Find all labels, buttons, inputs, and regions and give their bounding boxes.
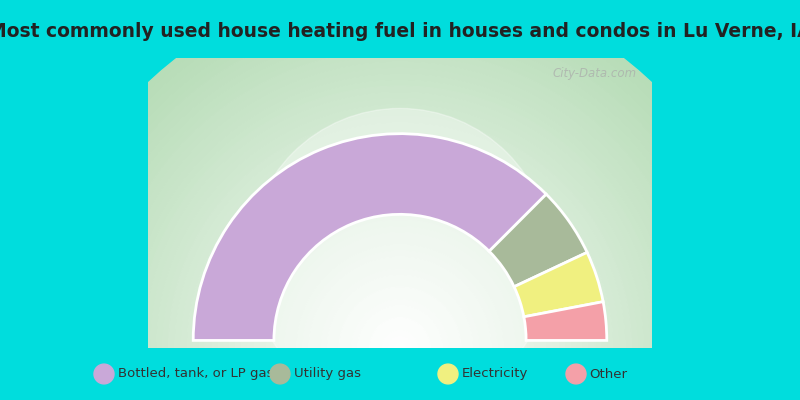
Ellipse shape — [94, 364, 114, 384]
Circle shape — [314, 263, 486, 400]
Circle shape — [296, 244, 504, 400]
Circle shape — [199, 147, 601, 400]
Circle shape — [162, 110, 638, 400]
Circle shape — [77, 25, 723, 400]
Wedge shape — [489, 194, 587, 287]
Circle shape — [174, 122, 626, 400]
Text: Utility gas: Utility gas — [294, 368, 361, 380]
Circle shape — [95, 43, 705, 400]
Circle shape — [217, 165, 583, 400]
Circle shape — [186, 135, 614, 400]
Circle shape — [41, 0, 759, 400]
Circle shape — [53, 1, 747, 400]
Text: Electricity: Electricity — [462, 368, 528, 380]
Circle shape — [363, 312, 437, 384]
Circle shape — [211, 159, 589, 400]
Circle shape — [351, 299, 449, 397]
Circle shape — [235, 184, 565, 400]
Circle shape — [65, 13, 735, 400]
Circle shape — [321, 269, 479, 400]
Text: City-Data.com: City-Data.com — [553, 67, 637, 80]
Circle shape — [102, 49, 698, 400]
Circle shape — [388, 336, 412, 360]
Ellipse shape — [438, 364, 458, 384]
Wedge shape — [194, 134, 546, 340]
Circle shape — [266, 214, 534, 400]
Circle shape — [230, 177, 570, 400]
Circle shape — [254, 202, 546, 400]
Circle shape — [132, 80, 668, 400]
Text: Bottled, tank, or LP gas: Bottled, tank, or LP gas — [118, 368, 273, 380]
Wedge shape — [524, 302, 606, 340]
Circle shape — [205, 153, 595, 400]
Circle shape — [339, 287, 461, 400]
Circle shape — [249, 108, 551, 400]
Circle shape — [248, 196, 552, 400]
Circle shape — [120, 68, 680, 400]
Circle shape — [193, 141, 607, 400]
Circle shape — [260, 208, 540, 400]
Circle shape — [290, 238, 510, 400]
Circle shape — [138, 86, 662, 400]
Circle shape — [345, 293, 455, 400]
Circle shape — [376, 324, 424, 372]
Circle shape — [114, 62, 686, 400]
Circle shape — [126, 74, 674, 400]
Circle shape — [107, 56, 693, 400]
Circle shape — [156, 104, 644, 400]
Text: Most commonly used house heating fuel in houses and condos in Lu Verne, IA: Most commonly used house heating fuel in… — [0, 22, 800, 41]
Circle shape — [302, 250, 498, 400]
Circle shape — [370, 318, 430, 378]
Circle shape — [309, 256, 491, 400]
Circle shape — [169, 116, 631, 400]
Circle shape — [71, 19, 729, 400]
Circle shape — [278, 226, 522, 400]
Circle shape — [382, 330, 418, 366]
Circle shape — [284, 232, 516, 400]
Circle shape — [272, 220, 528, 400]
Circle shape — [394, 342, 406, 354]
Circle shape — [358, 305, 442, 391]
Ellipse shape — [566, 364, 586, 384]
Circle shape — [333, 281, 467, 400]
Circle shape — [150, 98, 650, 400]
Circle shape — [89, 37, 711, 400]
Circle shape — [58, 7, 742, 400]
Circle shape — [242, 190, 558, 400]
Ellipse shape — [270, 364, 290, 384]
Circle shape — [83, 31, 717, 400]
Circle shape — [144, 92, 656, 400]
Circle shape — [327, 275, 473, 400]
Wedge shape — [514, 252, 603, 317]
Text: Other: Other — [590, 368, 628, 380]
Circle shape — [34, 0, 766, 400]
Circle shape — [46, 0, 754, 400]
Circle shape — [223, 171, 577, 400]
Circle shape — [181, 129, 619, 400]
